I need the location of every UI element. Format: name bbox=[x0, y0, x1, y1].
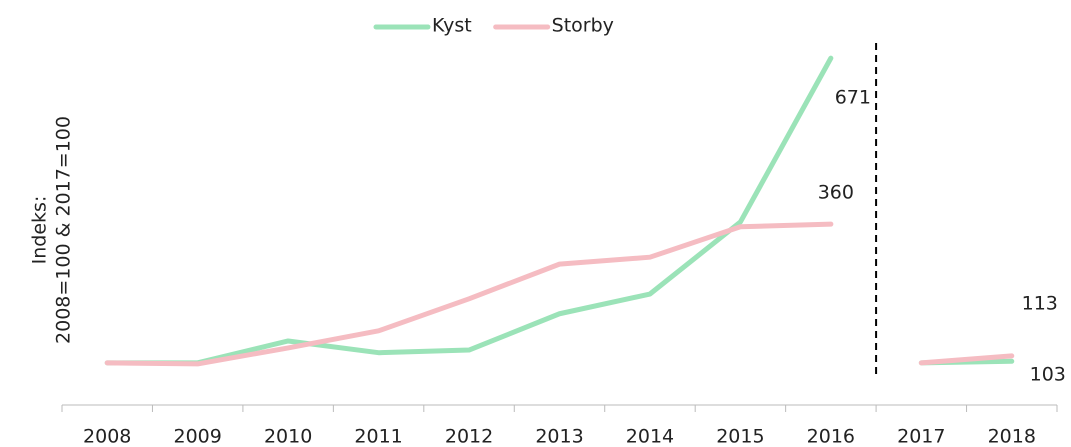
data-label: 103 bbox=[1030, 364, 1066, 386]
y-label-line: 2008=100 & 2017=100 bbox=[53, 116, 75, 344]
x-tick-label: 2014 bbox=[626, 426, 674, 447]
x-tick-label: 2011 bbox=[354, 426, 402, 447]
x-tick-label: 2017 bbox=[897, 426, 945, 447]
data-label: 113 bbox=[1022, 292, 1058, 314]
x-tick-label: 2008 bbox=[83, 426, 131, 447]
x-tick-label: 2013 bbox=[535, 426, 583, 447]
legend-label: Kyst bbox=[432, 15, 472, 37]
series-line bbox=[104, 55, 834, 366]
y-label-line: Indeks: bbox=[29, 196, 51, 265]
data-label: 671 bbox=[835, 87, 871, 109]
y-axis-label: Indeks: 2008=100 & 2017=100 bbox=[29, 116, 75, 344]
series-line bbox=[918, 353, 1015, 366]
x-tick-label: 2010 bbox=[264, 426, 312, 447]
x-tick-label: 2016 bbox=[807, 426, 855, 447]
x-tick-label: 2012 bbox=[445, 426, 493, 447]
x-tick-label: 2009 bbox=[174, 426, 222, 447]
legend-label: Storby bbox=[552, 15, 614, 37]
x-tick-label: 2015 bbox=[716, 426, 764, 447]
series-line bbox=[104, 221, 834, 367]
x-tick-label: 2018 bbox=[988, 426, 1036, 447]
data-label: 360 bbox=[818, 182, 854, 204]
